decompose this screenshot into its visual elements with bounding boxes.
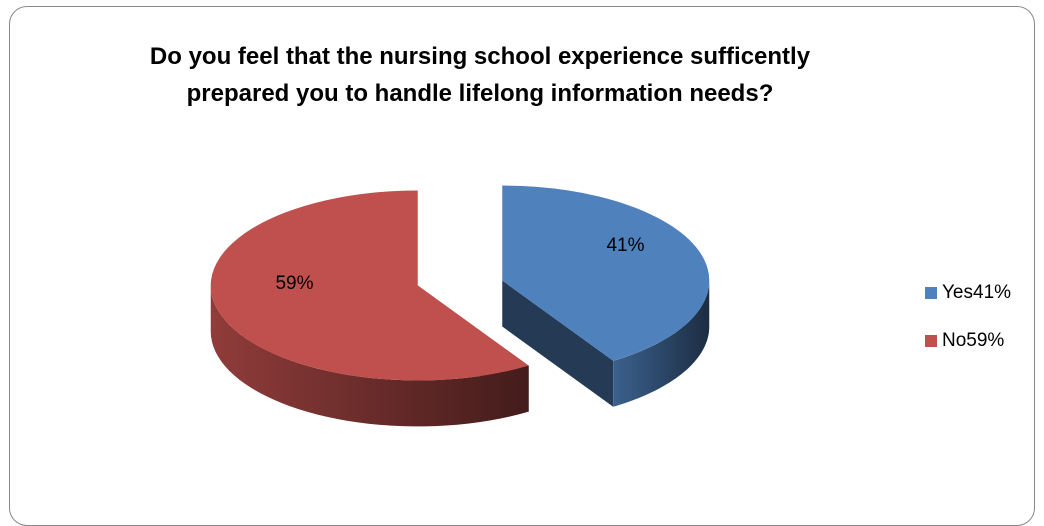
chart-title: Do you feel that the nursing school expe… bbox=[149, 43, 811, 107]
data-label: 41% bbox=[606, 235, 644, 256]
pie-slice bbox=[210, 190, 529, 381]
slice-wall bbox=[210, 285, 529, 427]
legend-swatch bbox=[925, 287, 937, 299]
slice-wall bbox=[613, 280, 710, 407]
data-label: 59% bbox=[275, 273, 313, 294]
legend-swatch bbox=[925, 335, 937, 347]
legend-label: Yes41% bbox=[942, 282, 1011, 303]
slice-side bbox=[502, 280, 614, 407]
legend-label: No59% bbox=[942, 330, 1004, 351]
pie-slice bbox=[502, 185, 710, 361]
